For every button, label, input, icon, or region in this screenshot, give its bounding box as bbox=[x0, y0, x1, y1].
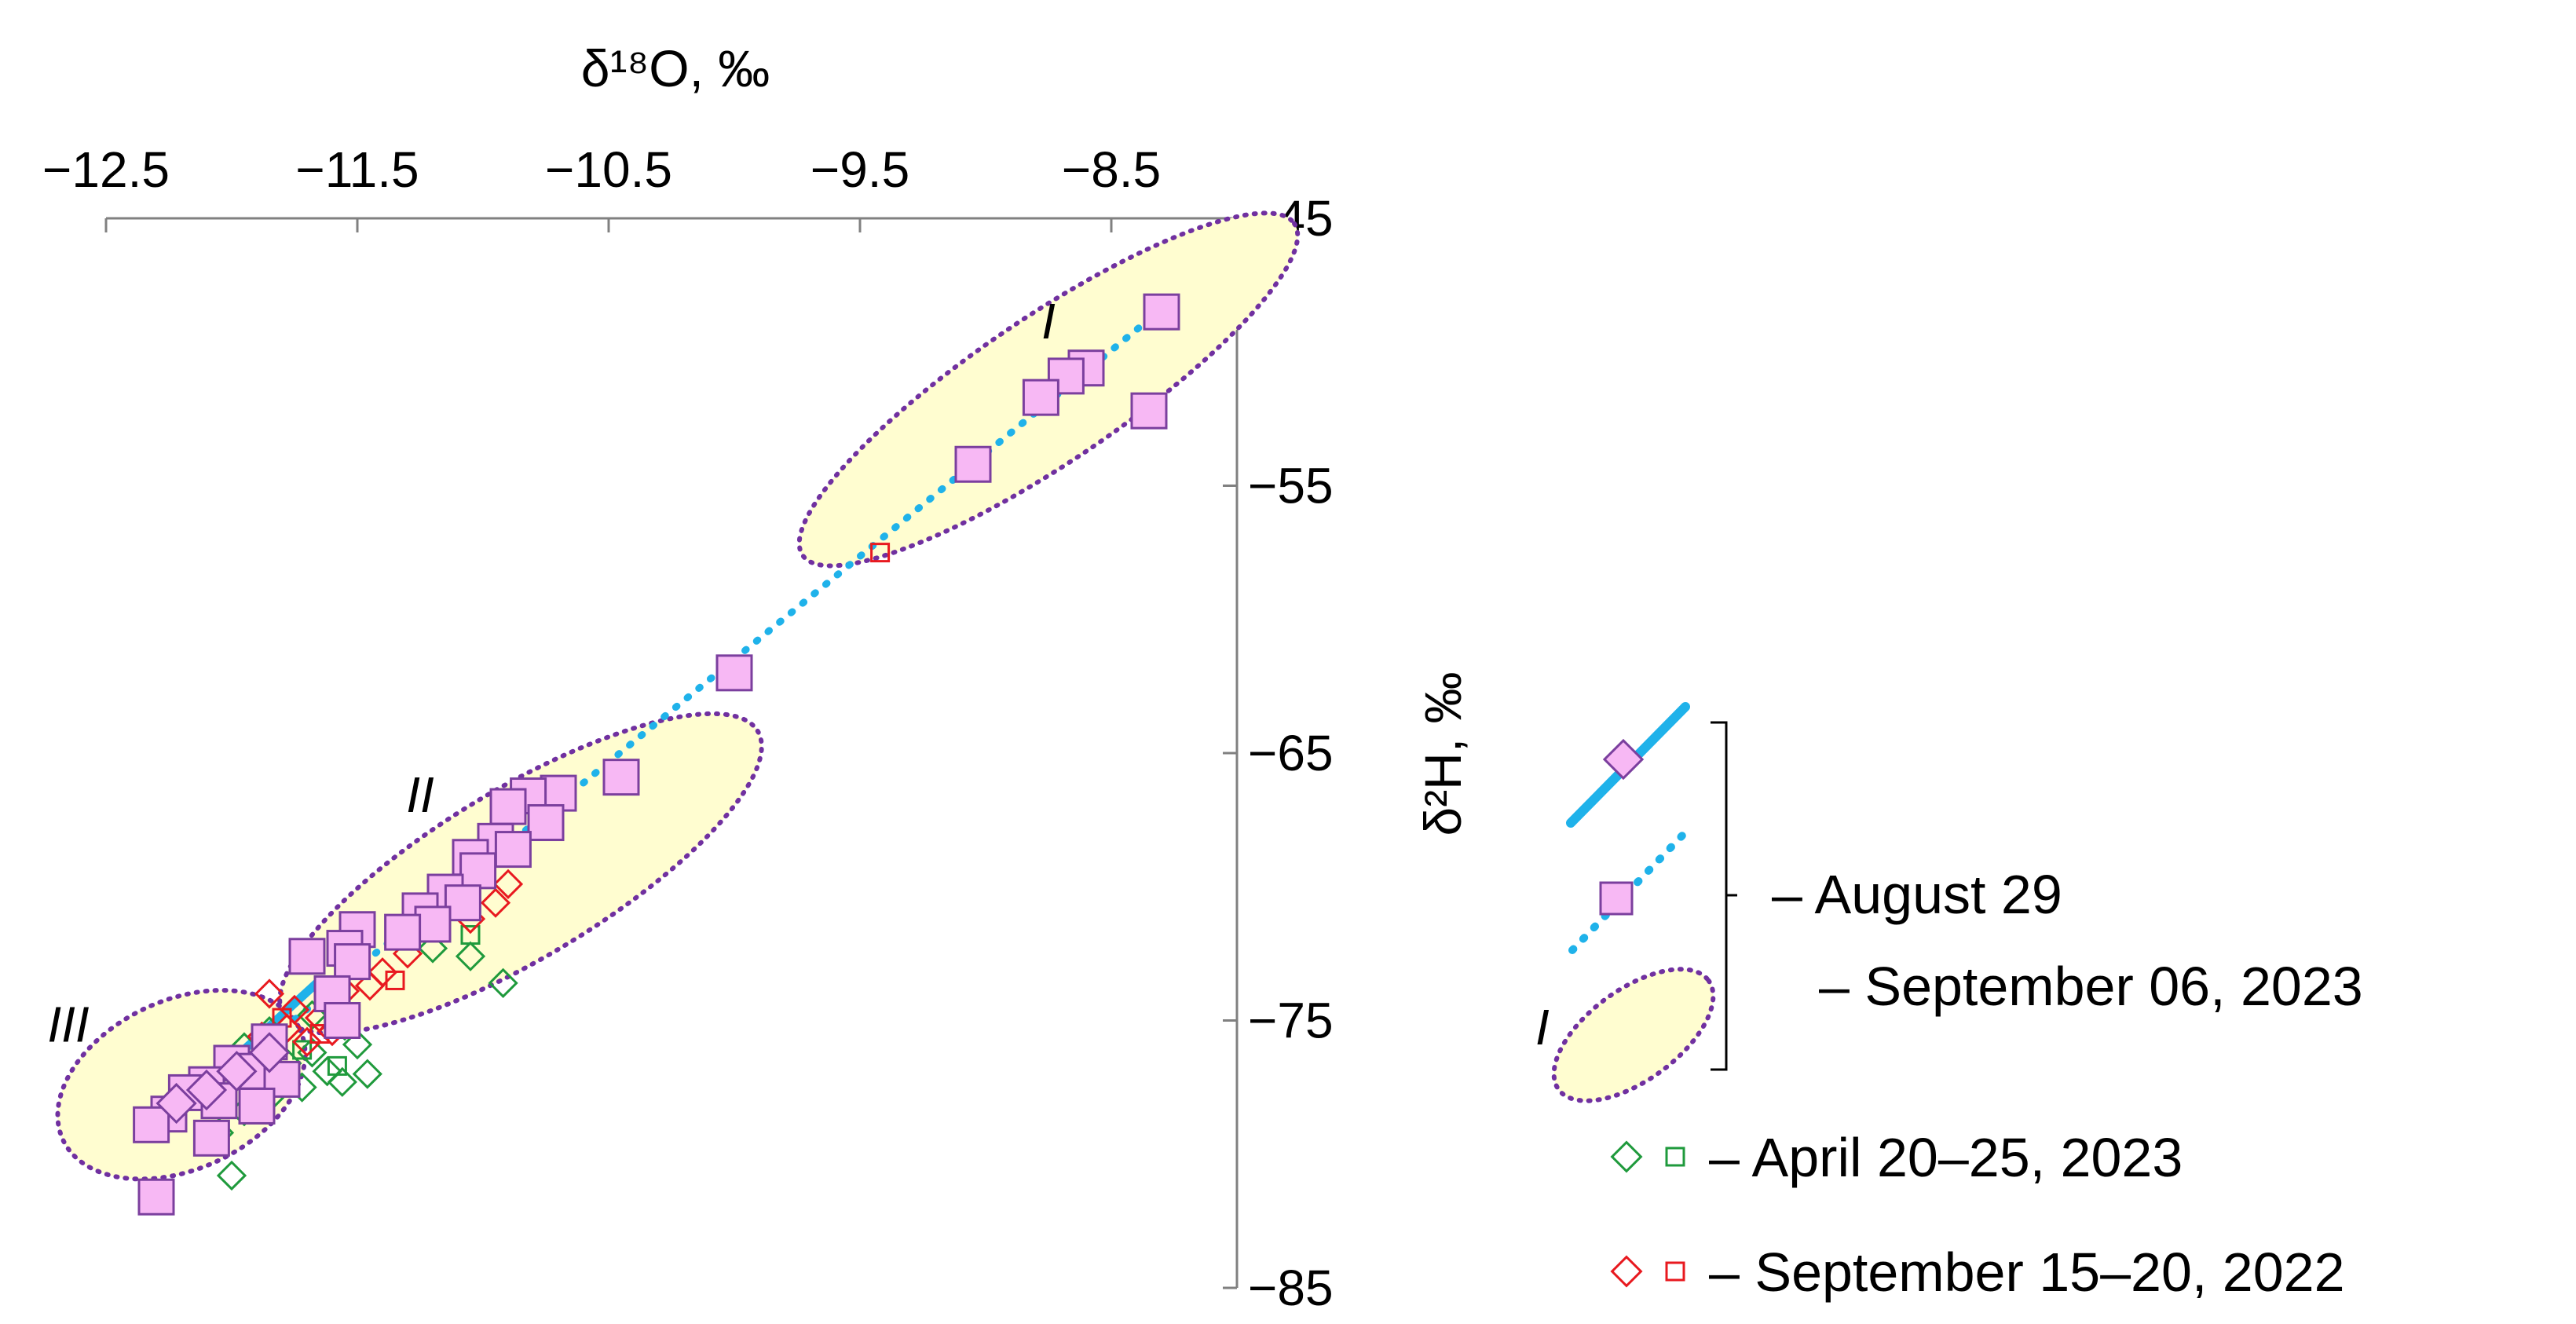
group-label-ii: II bbox=[406, 766, 434, 823]
y-tick-label: −65 bbox=[1248, 725, 1334, 781]
august-29-september-06-2023-point bbox=[288, 938, 326, 975]
august-29-september-06-2023-point bbox=[1143, 293, 1180, 331]
august-29-september-06-2023-point bbox=[1022, 379, 1059, 416]
august-29-september-06-2023-point bbox=[238, 1087, 276, 1125]
legend-ellipse-label: I bbox=[1535, 999, 1550, 1055]
august-29-september-06-2023-point bbox=[954, 445, 992, 483]
august-29-september-06-2023-point bbox=[489, 788, 527, 825]
august-29-september-06-2023-point bbox=[715, 654, 753, 692]
x-ticks: −12.5 −11.5 −10.5 −9.5 −8.5 bbox=[42, 141, 1161, 232]
x-tick-label: −10.5 bbox=[545, 141, 672, 198]
september-15-20-2022-point bbox=[291, 1026, 323, 1057]
august-29-september-06-2023-point bbox=[324, 1002, 361, 1039]
legend-bracket bbox=[1711, 721, 1737, 1071]
y-ticks: −45−55−65−75−85 bbox=[1223, 190, 1334, 1316]
april-20-25-2023-point bbox=[327, 1066, 357, 1097]
april-20-25-2023-square-point bbox=[460, 925, 481, 945]
august-29-september-06-2023-point bbox=[192, 1119, 230, 1157]
september-15-20-2022-square-point bbox=[870, 543, 891, 563]
x-tick-label: −11.5 bbox=[295, 141, 419, 198]
august-29-september-06-2023-solid-line-point bbox=[216, 1051, 258, 1092]
legend-diamond-marker bbox=[1602, 738, 1645, 781]
august-29-september-06-2023-point bbox=[1130, 392, 1168, 430]
april-20-25-2023-point bbox=[488, 967, 518, 998]
group-label-iii: III bbox=[47, 997, 90, 1053]
august-29-september-06-2023-point bbox=[384, 913, 422, 951]
april-20-25-2023-point bbox=[417, 933, 448, 964]
august-29-september-06-2023-point bbox=[602, 759, 640, 796]
september-15-20-2022-square-point bbox=[385, 970, 405, 990]
september-15-20-2022-point bbox=[480, 887, 511, 918]
legend: I – August 29 – September 06, 2023 – Apr… bbox=[1535, 702, 2363, 1303]
august-29-september-06-2023-point bbox=[133, 1106, 170, 1143]
y-axis-title: δ²H, ‰ bbox=[1414, 671, 1472, 836]
august-29-september-06-2023-solid-line-point bbox=[185, 1069, 228, 1111]
april-20-25-2023-point bbox=[312, 1056, 342, 1087]
september-15-20-2022-point bbox=[254, 978, 285, 1009]
y-tick-label: −55 bbox=[1248, 458, 1334, 514]
april-20-25-2023-point bbox=[455, 941, 486, 971]
legend-label-aug-sep-line1: – August 29 bbox=[1772, 864, 2062, 925]
y-tick-label: −85 bbox=[1248, 1260, 1334, 1316]
august-29-september-06-2023-point bbox=[494, 831, 532, 869]
legend-label-aug-sep-line2: – September 06, 2023 bbox=[1819, 956, 2363, 1017]
legend-square-marker bbox=[1599, 881, 1634, 916]
august-29-september-06-2023-solid-line-point bbox=[156, 1082, 197, 1125]
x-tick-label: −12.5 bbox=[42, 141, 170, 198]
legend-label-sep2022: – September 15–20, 2022 bbox=[1709, 1242, 2345, 1303]
august-29-september-06-2023-point bbox=[137, 1178, 175, 1216]
y-tick-label: −75 bbox=[1248, 993, 1334, 1049]
legend-label-april: – April 20–25, 2023 bbox=[1709, 1127, 2183, 1188]
september-15-20-2022-point bbox=[492, 869, 524, 899]
ellipse-ii bbox=[277, 711, 764, 1036]
legend-red-diamond bbox=[1610, 1255, 1643, 1288]
data-points bbox=[133, 293, 1180, 1216]
august-29-september-06-2023-point bbox=[334, 943, 371, 981]
x-axis-title: δ¹⁸O, ‰ bbox=[581, 39, 770, 97]
august-29-september-06-2023-point bbox=[527, 804, 565, 842]
legend-green-diamond bbox=[1610, 1140, 1643, 1173]
august-29-september-06-2023-point bbox=[1047, 357, 1085, 395]
august-29-september-06-2023-solid-line-point bbox=[248, 1032, 291, 1073]
group-label-i: I bbox=[1041, 293, 1056, 349]
april-20-25-2023-point bbox=[297, 1037, 327, 1068]
april-20-25-2023-point bbox=[352, 1059, 382, 1089]
legend-ellipse-marker bbox=[1551, 967, 1716, 1103]
august-29-september-06-2023-point bbox=[459, 852, 497, 890]
april-20-25-2023-point bbox=[216, 1160, 247, 1191]
september-15-20-2022-point bbox=[367, 957, 398, 988]
x-tick-label: −8.5 bbox=[1062, 141, 1161, 198]
august-29-september-06-2023-point bbox=[444, 884, 481, 922]
april-20-25-2023-square-point bbox=[327, 1055, 347, 1076]
legend-red-square bbox=[1665, 1261, 1685, 1282]
april-20-25-2023-square-point bbox=[292, 1040, 313, 1060]
x-tick-label: −9.5 bbox=[810, 141, 909, 198]
april-20-25-2023-point bbox=[342, 1030, 373, 1060]
legend-green-square bbox=[1665, 1147, 1685, 1167]
